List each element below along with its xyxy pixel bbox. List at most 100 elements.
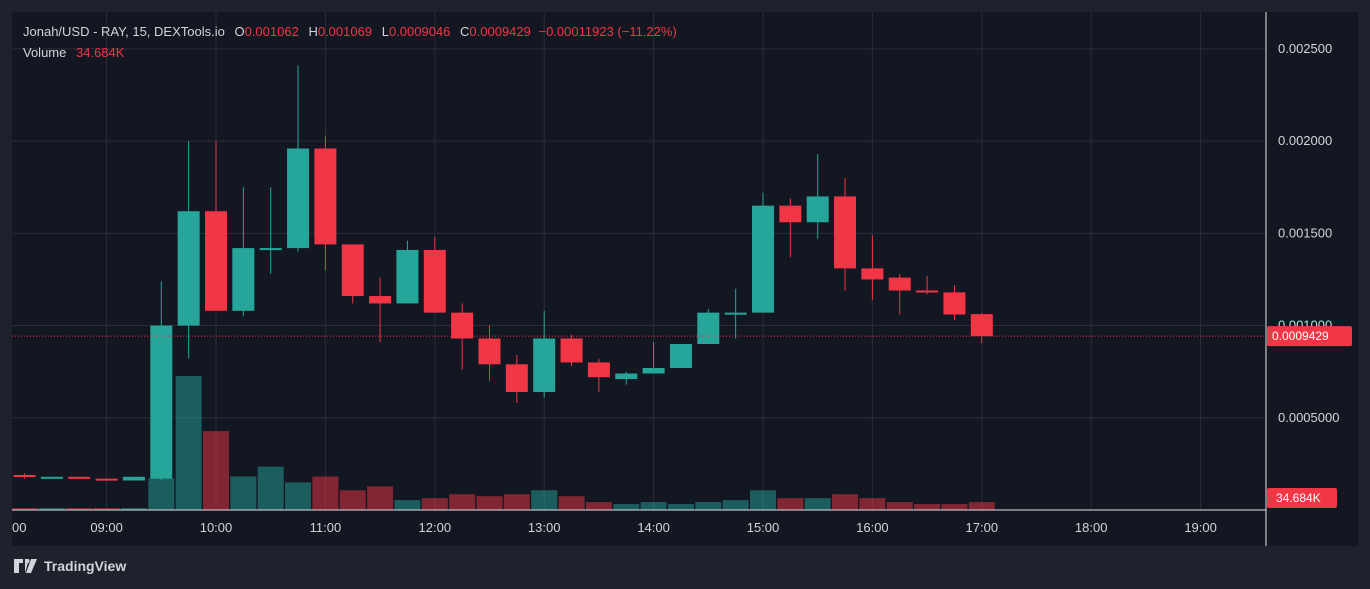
candlestick-chart[interactable]: 0.00050000.0010000.0015000.0020000.00250… xyxy=(12,12,1358,546)
candle-body xyxy=(232,248,255,311)
candle-body xyxy=(478,338,501,365)
volume-bar xyxy=(12,508,38,510)
candle-body xyxy=(806,196,829,223)
low-label: L xyxy=(381,24,389,39)
volume-bar xyxy=(695,502,722,510)
candle-body xyxy=(560,338,583,363)
candle-body xyxy=(259,248,282,251)
x-tick-label: 11:00 xyxy=(310,520,342,535)
high-label: H xyxy=(308,24,318,39)
volume-bar xyxy=(667,504,694,510)
volume-bar xyxy=(804,498,831,510)
axes: 0.00050000.0010000.0015000.0020000.00250… xyxy=(12,12,1352,546)
volume-bar xyxy=(367,486,394,510)
open-value: 0.001062 xyxy=(244,24,299,39)
volume-bars xyxy=(12,375,995,510)
candle-body xyxy=(888,277,911,291)
candle-body xyxy=(587,362,610,378)
candle-body xyxy=(916,290,939,293)
change-value: −0.00011923 (−11.22%) xyxy=(538,24,677,39)
last-price-tag xyxy=(1267,326,1352,347)
candle-body xyxy=(423,249,446,313)
volume-bar xyxy=(585,502,612,510)
last-price-label: 0.0009429 xyxy=(1272,329,1329,343)
volume-bar xyxy=(941,504,968,510)
candle-body xyxy=(642,367,665,374)
volume-bar xyxy=(66,508,93,510)
volume-value: 34.684K xyxy=(76,45,125,60)
volume-bar xyxy=(120,508,147,510)
x-tick-label: 14:00 xyxy=(637,520,670,535)
volume-bar xyxy=(968,502,995,510)
candle-body xyxy=(724,312,747,315)
candle-body xyxy=(177,211,200,326)
candle-body xyxy=(13,474,36,477)
x-tick-label: 17:00 xyxy=(966,520,999,535)
y-tick-label: 0.0005000 xyxy=(1278,410,1339,425)
volume-bar xyxy=(285,482,312,510)
ohlc-legend: Jonah/USD - RAY, 15, DEXTools.io O0.0010… xyxy=(23,24,677,39)
chart-area[interactable]: 0.0005000 0.001000 0.001500 0.002000 0.00250… xyxy=(12,12,1358,546)
volume-legend: Volume 34.684K xyxy=(23,45,124,60)
candle-body xyxy=(95,478,118,481)
candle-body xyxy=(669,344,692,368)
volume-bar xyxy=(38,508,65,510)
last-volume-tag xyxy=(1267,488,1337,508)
volume-bar xyxy=(558,496,585,510)
volume-bar xyxy=(531,490,558,510)
candle-body xyxy=(40,476,63,479)
volume-bar xyxy=(257,466,284,510)
volume-bar xyxy=(421,498,448,510)
volume-bar xyxy=(394,500,421,510)
candle-body xyxy=(861,268,884,280)
tradingview-logo[interactable]: TradingView xyxy=(14,558,126,574)
volume-bar xyxy=(148,478,175,510)
volume-bar xyxy=(175,375,202,510)
volume-bar xyxy=(476,496,503,510)
close-value: 0.0009429 xyxy=(469,24,531,39)
volume-bar xyxy=(312,476,339,510)
volume-bar xyxy=(777,498,804,510)
last-volume-label: 34.684K xyxy=(1276,491,1321,505)
volume-bar xyxy=(640,502,667,510)
candle-body xyxy=(150,325,173,479)
candle-body xyxy=(943,292,966,315)
x-tick-label: 10:00 xyxy=(200,520,233,535)
candle-body xyxy=(122,476,145,481)
candle-body xyxy=(697,312,720,344)
candle-body xyxy=(205,211,227,311)
candle-body xyxy=(369,296,392,304)
y-tick-label: 0.002000 xyxy=(1278,133,1332,148)
x-tick-label: 19:00 xyxy=(1184,520,1217,535)
candles xyxy=(13,65,993,481)
high-value: 0.001069 xyxy=(317,24,373,39)
volume-bar xyxy=(914,504,941,510)
candle-body xyxy=(396,249,419,304)
volume-bar xyxy=(750,490,776,510)
x-tick-label: 13:00 xyxy=(528,520,561,535)
low-value: 0.0009046 xyxy=(388,24,451,39)
tradingview-brand: TradingView xyxy=(44,558,127,574)
candle-body xyxy=(970,314,993,337)
candle-body xyxy=(68,476,91,479)
x-tick-label: 16:00 xyxy=(856,520,889,535)
close-label: C xyxy=(460,24,470,39)
candle-body xyxy=(341,244,364,297)
y-tick-label: 0.001500 xyxy=(1278,225,1332,240)
x-tick-label: 09:00 xyxy=(90,520,123,535)
candle-body xyxy=(533,338,556,392)
x-tick-label: 18:00 xyxy=(1075,520,1108,535)
open-label: O xyxy=(234,24,245,39)
x-tick-label: 12:00 xyxy=(419,520,452,535)
candle-body xyxy=(779,205,802,223)
volume-bar xyxy=(832,494,859,510)
volume-bar xyxy=(449,494,476,510)
volume-bar xyxy=(722,500,749,510)
candle-body xyxy=(752,205,774,313)
candle-body xyxy=(314,148,337,245)
x-tick-label: 15:00 xyxy=(747,520,780,535)
candle-body xyxy=(451,312,474,339)
x-tick-label: 00 xyxy=(12,520,26,535)
volume-bar xyxy=(503,494,530,510)
tradingview-icon xyxy=(14,559,37,573)
